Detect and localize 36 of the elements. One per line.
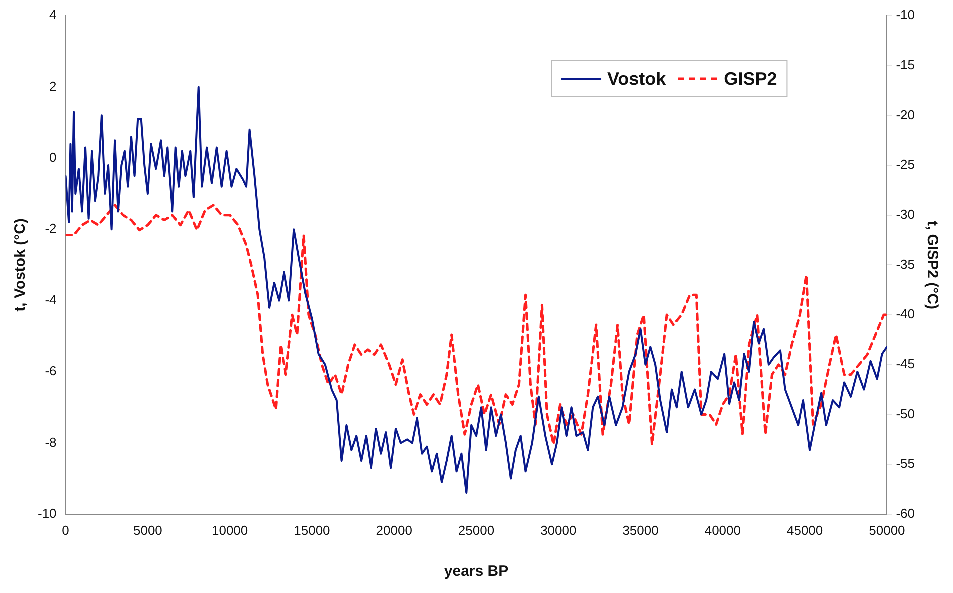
y2-tick-label: -25 xyxy=(896,157,916,172)
y2-tick-label: -15 xyxy=(896,57,916,72)
x-tick-label: 15000 xyxy=(294,522,330,538)
x-tick-label: 5000 xyxy=(133,522,162,538)
y2-axis-title: t, GISP2 (°C) xyxy=(924,220,941,310)
legend-label: Vostok xyxy=(608,68,668,89)
y-tick-label: 2 xyxy=(50,78,57,94)
x-tick-label: 50000 xyxy=(869,522,906,538)
y-tick-label: -6 xyxy=(45,364,57,379)
y-tick-label: -2 xyxy=(45,221,57,236)
x-tick-label: 25000 xyxy=(458,522,495,538)
x-tick-label: 10000 xyxy=(212,522,248,538)
y-tick-label: 0 xyxy=(50,150,57,165)
y2-tick-label: -40 xyxy=(896,306,916,322)
x-tick-label: 40000 xyxy=(704,522,742,538)
y2-tick-label: -10 xyxy=(896,8,916,23)
x-tick-label: 0 xyxy=(62,522,70,538)
y2-tick-label: -20 xyxy=(896,107,916,122)
y2-tick-label: -60 xyxy=(896,506,916,521)
y2-tick-label: -55 xyxy=(896,456,916,472)
y-tick-label: 4 xyxy=(50,8,57,23)
y-tick-label: -10 xyxy=(38,506,57,521)
y-axis-title: t, Vostok (°C) xyxy=(12,218,30,312)
x-tick-label: 20000 xyxy=(376,522,412,538)
x-tick-label: 30000 xyxy=(540,522,577,538)
y2-tick-label: -45 xyxy=(896,356,916,372)
y-tick-label: -8 xyxy=(45,434,57,450)
y-tick-label: -4 xyxy=(45,292,57,308)
x-tick-label: 45000 xyxy=(786,522,824,538)
y2-tick-label: -50 xyxy=(896,406,916,422)
y2-tick-label: -30 xyxy=(896,206,916,222)
line-series xyxy=(66,204,888,446)
y2-tick-label: -35 xyxy=(896,256,916,272)
x-axis-title: years BP xyxy=(444,563,509,580)
legend-label: GISP2 xyxy=(724,68,778,89)
x-tick-label: 35000 xyxy=(622,522,659,538)
